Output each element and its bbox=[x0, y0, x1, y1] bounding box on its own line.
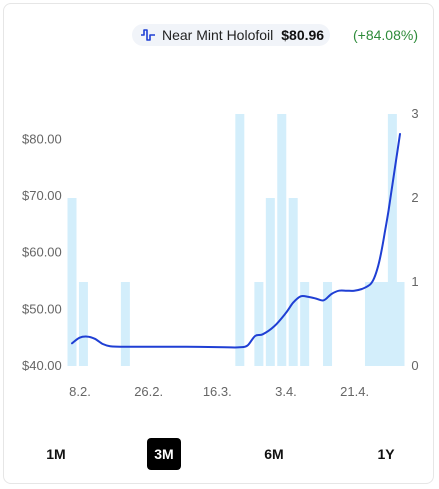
volume-bar bbox=[288, 198, 298, 366]
y-left-tick-label: $80.00 bbox=[22, 131, 62, 146]
y-left-tick-label: $70.00 bbox=[22, 188, 62, 203]
price-chart[interactable]: $80.00 $70.00 $60.00 $50.00 $40.00 3 2 1 0 8.2.… bbox=[4, 4, 437, 429]
x-tick-label: 8.2. bbox=[69, 384, 91, 399]
series-legend[interactable]: Near Mint Holofoil $80.96 bbox=[132, 24, 331, 46]
range-1m-button[interactable]: 1M bbox=[46, 446, 66, 462]
legend-price: $80.96 bbox=[281, 27, 325, 43]
volume-bar bbox=[387, 114, 397, 366]
y-axis-left: $80.00 $70.00 $60.00 $50.00 $40.00 bbox=[22, 131, 62, 373]
y-left-tick-label: $60.00 bbox=[22, 245, 62, 260]
price-line bbox=[71, 133, 401, 349]
volume-bar bbox=[120, 282, 130, 366]
volume-bars bbox=[67, 114, 405, 366]
volume-bar bbox=[235, 114, 245, 366]
volume-bar bbox=[67, 198, 77, 366]
price-chart-card: Near Mint Holofoil $80.96 (+84.08%) $80.… bbox=[3, 3, 434, 484]
volume-bar bbox=[78, 282, 88, 366]
x-axis: 8.2. 26.2. 16.3. 3.4. 21.4. bbox=[69, 384, 369, 399]
time-range-selector: 1M 3M 6M 1Y bbox=[4, 438, 439, 470]
x-tick-label: 21.4. bbox=[340, 384, 369, 399]
y-right-tick-label: 3 bbox=[411, 106, 418, 121]
x-tick-label: 16.3. bbox=[203, 384, 232, 399]
volume-bar bbox=[380, 282, 390, 366]
y-right-tick-label: 2 bbox=[411, 190, 418, 205]
y-left-tick-label: $50.00 bbox=[22, 301, 62, 316]
y-left-tick-label: $40.00 bbox=[22, 358, 62, 373]
volume-bar bbox=[372, 282, 382, 366]
price-change: (+84.08%) bbox=[353, 27, 418, 43]
range-6m-button[interactable]: 6M bbox=[264, 446, 284, 462]
range-3m-button[interactable]: 3M bbox=[147, 438, 181, 470]
x-tick-label: 3.4. bbox=[275, 384, 297, 399]
volume-bar bbox=[300, 282, 310, 366]
volume-bar bbox=[265, 198, 275, 366]
volume-bar bbox=[277, 114, 287, 366]
y-right-tick-label: 0 bbox=[411, 358, 418, 373]
range-1y-button[interactable]: 1Y bbox=[377, 446, 395, 462]
volume-bar bbox=[323, 282, 333, 366]
y-right-tick-label: 1 bbox=[411, 274, 418, 289]
x-tick-label: 26.2. bbox=[134, 384, 163, 399]
volume-bar bbox=[364, 282, 374, 366]
legend-variant-label: Near Mint Holofoil bbox=[162, 27, 274, 43]
volume-bar bbox=[254, 282, 264, 366]
volume-bar bbox=[395, 282, 405, 366]
line-chart-icon bbox=[141, 29, 155, 41]
y-axis-right: 3 2 1 0 bbox=[411, 106, 418, 373]
